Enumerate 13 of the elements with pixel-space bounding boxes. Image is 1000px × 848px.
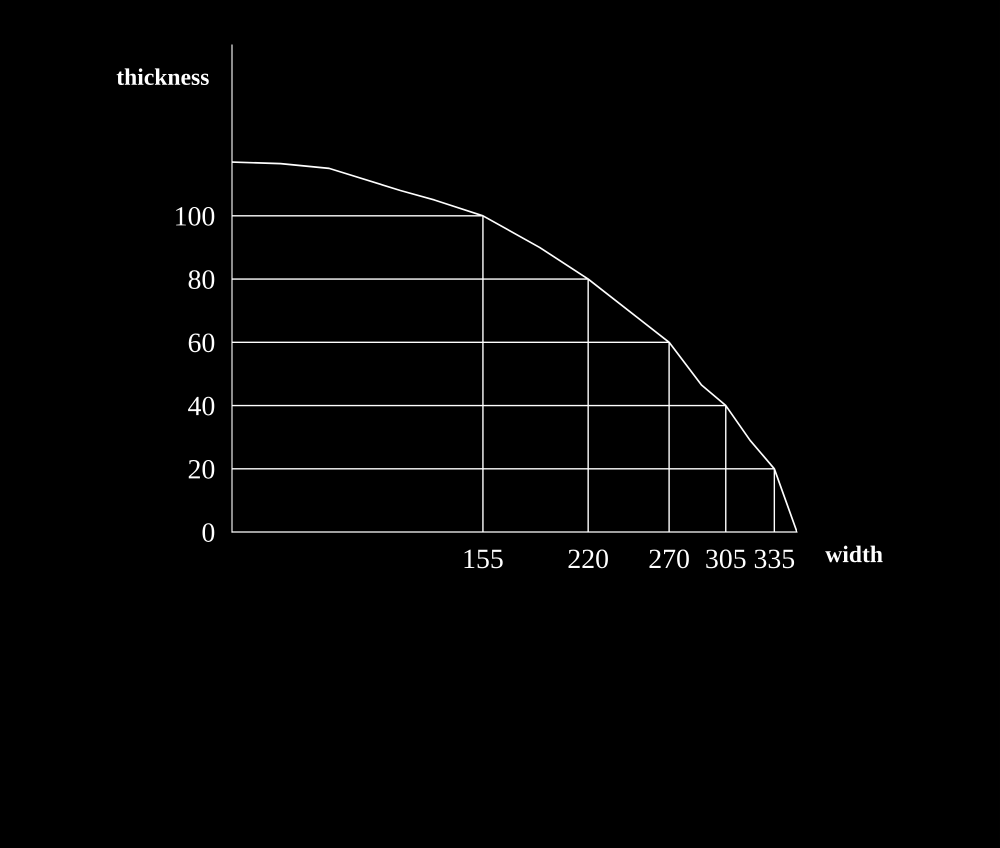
y-tick-label: 100	[176, 206, 214, 226]
x-tick-label: 270	[649, 550, 689, 568]
x-tick-label: 305	[706, 550, 746, 568]
x-tick-label: 220	[568, 550, 608, 568]
y-tick-label: 60	[188, 333, 214, 352]
y-tick-label: 40	[188, 396, 214, 416]
y-tick-label: 0	[202, 523, 214, 542]
x-axis-title: width	[825, 546, 883, 562]
y-tick-label: 20	[188, 460, 214, 479]
x-tick-label: 155	[464, 550, 503, 568]
y-tick-label: 80	[188, 270, 214, 289]
y-axis-title: thickness	[116, 68, 209, 86]
x-tick-label: 335	[754, 550, 794, 568]
